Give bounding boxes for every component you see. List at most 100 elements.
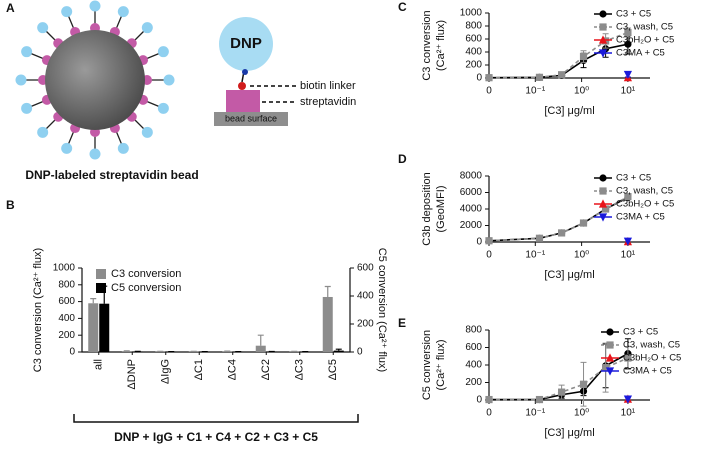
y-tick-label: 200 — [465, 60, 482, 71]
y-tick-label: 6000 — [460, 187, 483, 198]
legend-swatch — [96, 283, 106, 293]
x-tick-label: ΔC4 — [227, 359, 239, 380]
legend-label: C3MA + C5 — [616, 212, 665, 223]
legend-label: C5 conversion — [111, 282, 181, 294]
legend-label: C3 + C5 — [623, 327, 658, 338]
y-tick-label: 600 — [465, 342, 482, 353]
dnp — [61, 142, 73, 154]
marker — [624, 28, 632, 37]
y2-tick-label: 600 — [357, 263, 374, 274]
x-tick-label: 10¹ — [621, 250, 636, 261]
bead-surface — [214, 112, 288, 126]
y-tick-label: 800 — [58, 279, 75, 290]
x-tick-label: ΔDNP — [126, 359, 138, 390]
legend-marker — [599, 174, 607, 182]
y-tick-label: 0 — [476, 73, 482, 84]
marker — [624, 193, 632, 201]
bar — [322, 296, 333, 352]
x-tick-label: 10⁰ — [574, 86, 589, 97]
legend-label: C3, wash, C5 — [616, 186, 673, 197]
marker — [623, 70, 633, 80]
y-axis-label: C3b deposition — [421, 172, 433, 245]
dnp — [163, 74, 175, 86]
dnp — [141, 22, 153, 34]
marker — [579, 219, 588, 227]
x-axis-label: [C3] μg/ml — [544, 269, 594, 281]
biotin — [242, 69, 248, 75]
x-axis-label: DNP + IgG + C1 + C4 + C2 + C3 + C5 — [114, 430, 318, 444]
legend-marker — [606, 328, 614, 336]
surface-label: bead surface — [225, 113, 277, 123]
x-tick-label: ΔC5 — [327, 359, 339, 380]
dnp — [21, 46, 33, 58]
y2-tick-label: 400 — [357, 291, 374, 302]
legend-swatch — [96, 269, 106, 279]
marker — [579, 52, 588, 61]
y-tick-label: 0 — [476, 237, 482, 248]
x-tick-label: 10⁻¹ — [525, 408, 545, 419]
series-line — [488, 195, 629, 242]
linker-label: biotin linker — [300, 80, 356, 92]
y-tick-label: 800 — [465, 21, 482, 32]
x-tick-label: 10⁻¹ — [525, 250, 545, 261]
y-tick-label: 600 — [58, 296, 75, 307]
legend-marker — [599, 23, 607, 31]
y-tick-label: 8000 — [460, 171, 483, 182]
marker — [535, 73, 544, 81]
legend-marker — [606, 341, 614, 349]
y-tick-label: 1000 — [460, 8, 483, 19]
y-tick-label: 0 — [476, 395, 482, 406]
legend-marker — [605, 353, 615, 362]
y-axis-label: (GeoMFI) — [435, 185, 447, 232]
bar — [255, 345, 266, 352]
marker — [485, 395, 493, 404]
panel-label: D — [398, 152, 407, 166]
legend-marker — [605, 367, 615, 376]
caption: DNP-labeled streptavidin bead — [25, 168, 198, 182]
legend-label: C3 + C5 — [616, 9, 651, 20]
bead — [45, 30, 145, 130]
x-tick-label: 10⁻¹ — [525, 86, 545, 97]
dnp-ball — [219, 17, 273, 71]
y-tick-label: 4000 — [460, 204, 483, 215]
x-tick-label: 10⁰ — [574, 408, 589, 419]
marker — [623, 395, 633, 404]
y-axis-label: (Ca²⁺ flux) — [435, 20, 447, 71]
streptavidin-block — [226, 90, 260, 112]
legend-label: C3, wash, C5 — [623, 340, 680, 351]
marker — [558, 388, 566, 396]
x-tick-label: all — [93, 359, 105, 370]
series-line — [489, 357, 629, 401]
y-tick-label: 400 — [465, 360, 482, 371]
x-tick-label: ΔC1 — [193, 359, 205, 380]
legend-label: C3, wash, C5 — [616, 22, 673, 33]
legend-marker — [598, 199, 608, 208]
legend-label: C3 conversion — [111, 268, 181, 280]
error-bar — [324, 285, 331, 297]
panel-label: E — [398, 316, 406, 330]
x-tick-label: 10⁰ — [574, 250, 589, 261]
streptavidin-label: streptavidin — [300, 96, 356, 108]
y2-tick-label: 0 — [357, 347, 363, 358]
marker — [485, 74, 493, 82]
x-tick-label: 10¹ — [621, 86, 636, 97]
biotin-site — [238, 82, 246, 90]
error-bar — [335, 348, 342, 351]
marker — [602, 205, 610, 213]
marker — [485, 237, 493, 245]
legend-marker — [598, 49, 608, 58]
panel-label: A — [6, 1, 15, 15]
x-tick-label: 10¹ — [621, 408, 636, 419]
x-axis-label: [C3] μg/ml — [544, 105, 594, 117]
legend-marker — [598, 213, 608, 222]
bar — [121, 351, 132, 352]
y-axis-label: C3 conversion — [421, 10, 433, 80]
bead-diagram: A DNP bead surface biotin linker strepta… — [6, 0, 356, 182]
marker — [624, 40, 632, 48]
y-tick-label: 0 — [69, 347, 75, 358]
x-tick-label: 0 — [486, 250, 492, 261]
y-tick-label: 200 — [465, 377, 482, 388]
x-tick-label: 0 — [486, 408, 492, 419]
y-tick-label: 400 — [465, 47, 482, 58]
y-tick-label: 800 — [465, 325, 482, 336]
